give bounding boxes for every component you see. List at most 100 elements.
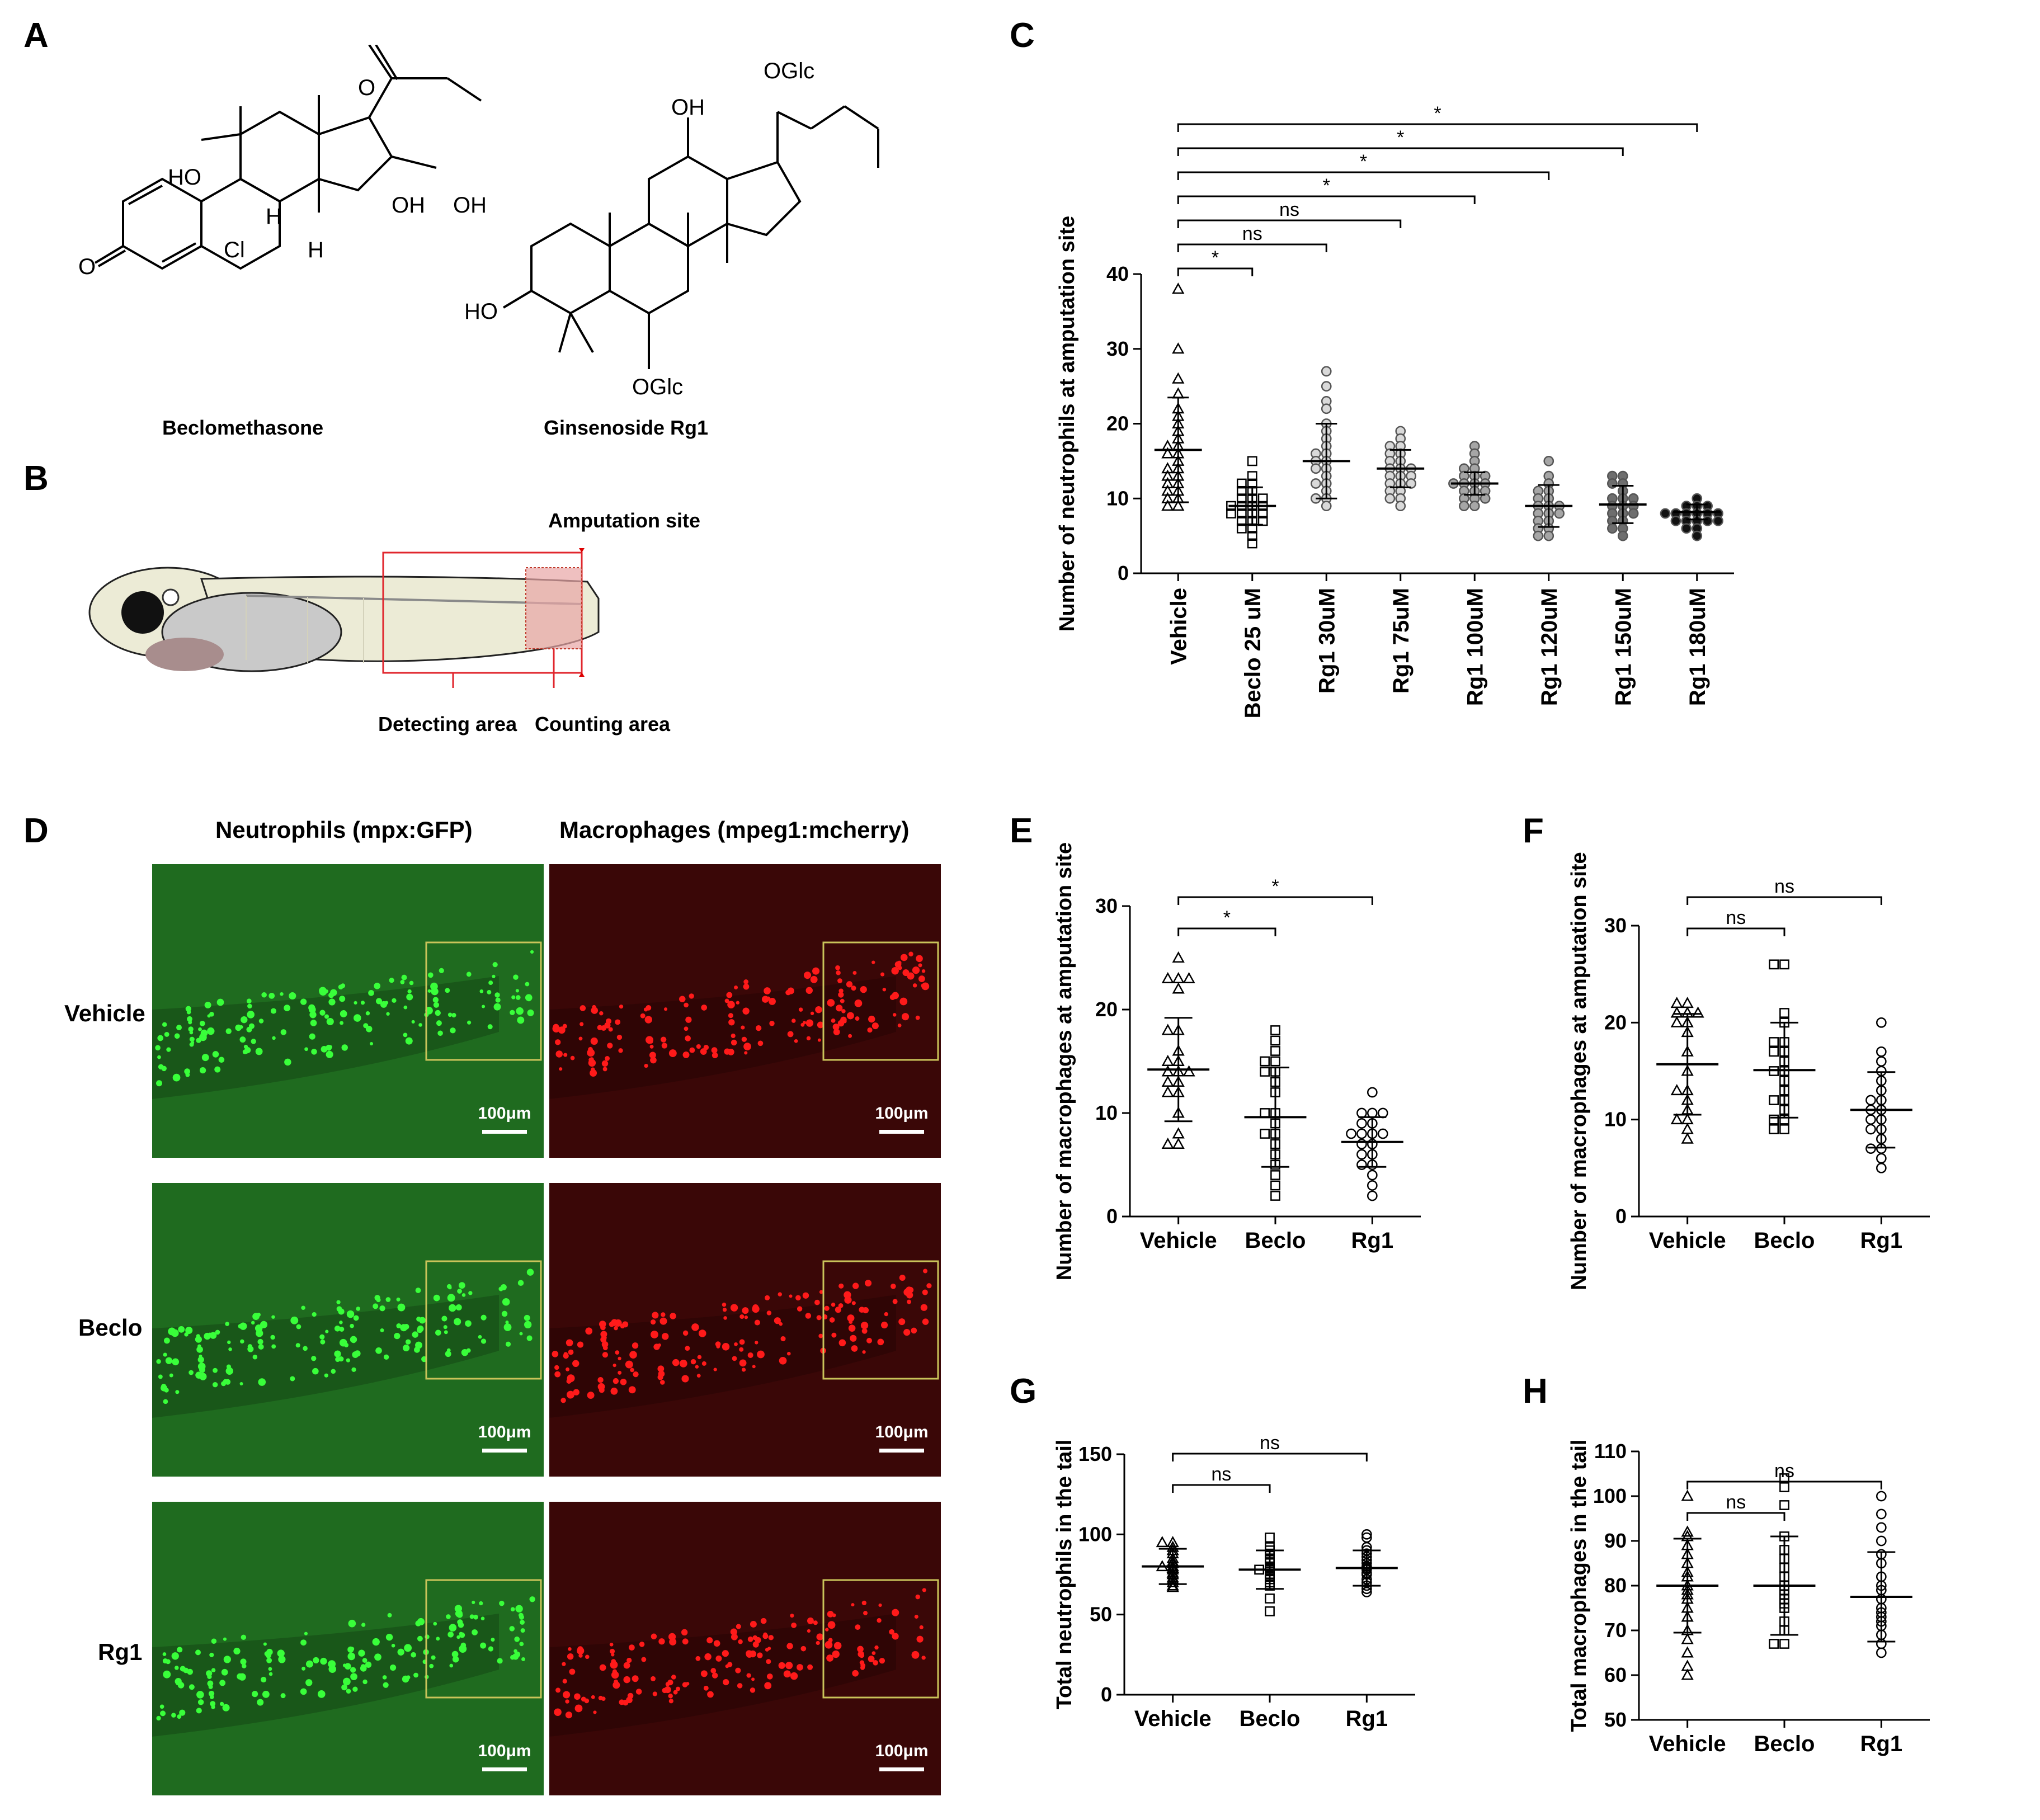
- cell-dot: [741, 1368, 746, 1372]
- cell-dot: [880, 1321, 888, 1329]
- cell-dot: [196, 1346, 203, 1353]
- category-label: Vehicle: [1134, 1706, 1212, 1731]
- y-tick-label: 50: [1604, 1708, 1627, 1731]
- cell-dot: [360, 1665, 367, 1672]
- data-point: [1236, 508, 1247, 518]
- cell-dot: [435, 1329, 441, 1336]
- cell-dot: [268, 1667, 272, 1671]
- cell-dot: [261, 1676, 267, 1683]
- cell-dot: [778, 1662, 785, 1669]
- cell-dot: [555, 1039, 561, 1045]
- cell-dot: [435, 1010, 441, 1016]
- cell-dot: [835, 1307, 841, 1313]
- category-label: Beclo: [1754, 1228, 1815, 1253]
- cell-dot: [739, 1347, 744, 1352]
- cell-dot: [701, 1361, 706, 1366]
- significance-bracket: [1172, 1484, 1271, 1493]
- category-label: Rg1: [1860, 1732, 1903, 1756]
- cell-dot: [225, 1028, 232, 1034]
- data-point: [1356, 1149, 1367, 1160]
- cell-dot: [469, 1614, 474, 1619]
- cell-dot: [400, 1324, 408, 1332]
- cell-dot: [732, 1356, 737, 1361]
- cell-dot: [639, 1642, 645, 1647]
- data-point: [1779, 1639, 1789, 1649]
- cell-dot: [449, 1304, 456, 1312]
- cell-dot: [361, 1623, 366, 1627]
- cell-dot: [587, 1049, 595, 1057]
- cell-dot: [241, 1634, 247, 1640]
- data-point: [1182, 1065, 1195, 1077]
- cell-dot: [861, 1600, 867, 1606]
- atom-oglc: OGlc: [632, 375, 683, 399]
- cell-dot: [412, 1331, 418, 1338]
- cell-dot: [628, 1644, 635, 1651]
- cell-dot: [524, 1314, 530, 1321]
- cell-dot: [290, 1316, 299, 1324]
- cell-dot: [704, 1653, 712, 1661]
- cell-dot: [892, 992, 899, 999]
- cell-dot: [923, 1269, 928, 1274]
- cell-dot: [461, 1349, 469, 1356]
- cell-dot: [219, 1701, 224, 1706]
- cell-dot: [554, 1708, 562, 1716]
- cell-dot: [189, 1030, 194, 1035]
- cell-dot: [730, 1304, 738, 1312]
- cell-dot: [328, 1045, 332, 1049]
- cell-dot: [852, 1670, 859, 1677]
- cell-dot: [211, 1705, 215, 1709]
- cell-dot: [850, 1335, 857, 1342]
- cell-dot: [429, 1663, 434, 1668]
- cell-dot: [351, 1367, 356, 1373]
- cell-dot: [590, 1069, 597, 1077]
- cell-dot: [762, 1633, 769, 1639]
- cell-dot: [622, 1321, 629, 1328]
- cell-dot: [613, 1681, 620, 1689]
- data-point: [1166, 1576, 1179, 1587]
- cell-dot: [667, 1679, 673, 1686]
- cell-dot: [351, 1339, 356, 1343]
- data-point: [1876, 1647, 1887, 1658]
- data-point: [1681, 1113, 1694, 1125]
- cell-dot: [827, 1621, 836, 1629]
- cell-dot: [400, 979, 405, 984]
- data-point: [1321, 403, 1332, 414]
- cell-dot: [825, 1628, 829, 1632]
- cell-dot: [271, 1344, 276, 1349]
- cell-dot: [221, 1381, 227, 1387]
- significance-bracket: [1686, 927, 1785, 936]
- cell-dot: [900, 954, 908, 961]
- cell-dot: [877, 1618, 882, 1623]
- atom-o: O: [358, 76, 375, 100]
- cell-dot: [703, 1044, 709, 1050]
- cell-dot: [500, 1284, 507, 1290]
- cell-dot: [555, 1050, 563, 1058]
- cell-dot: [252, 1354, 258, 1360]
- cell-dot: [565, 1711, 573, 1719]
- cell-dot: [405, 1037, 413, 1045]
- cell-dot: [780, 1336, 786, 1342]
- data-point: [1543, 530, 1554, 541]
- data-point: [1361, 1529, 1372, 1540]
- category-label: Rg1 75uM: [1389, 588, 1414, 694]
- cell-dot: [177, 1682, 185, 1689]
- cell-dot: [339, 996, 346, 1002]
- cell-dot: [320, 1657, 327, 1665]
- cell-dot: [833, 1642, 842, 1650]
- cell-dot: [855, 1624, 861, 1630]
- cell-dot: [472, 1600, 475, 1604]
- cell-dot: [257, 1338, 263, 1345]
- data-point: [1876, 1508, 1887, 1520]
- cell-dot: [805, 1313, 812, 1319]
- cell-dot: [626, 1657, 632, 1663]
- data-point: [1172, 282, 1185, 294]
- cell-dot: [722, 1308, 727, 1312]
- cell-dot: [261, 992, 267, 998]
- ginsenoside-structure: [502, 105, 879, 369]
- data-point: [1384, 493, 1396, 504]
- cell-dot: [791, 1019, 796, 1023]
- data-point: [1681, 1132, 1694, 1144]
- y-tick-label: 0: [1118, 562, 1129, 584]
- cell-dot: [681, 1375, 689, 1383]
- cell-dot: [505, 1320, 509, 1324]
